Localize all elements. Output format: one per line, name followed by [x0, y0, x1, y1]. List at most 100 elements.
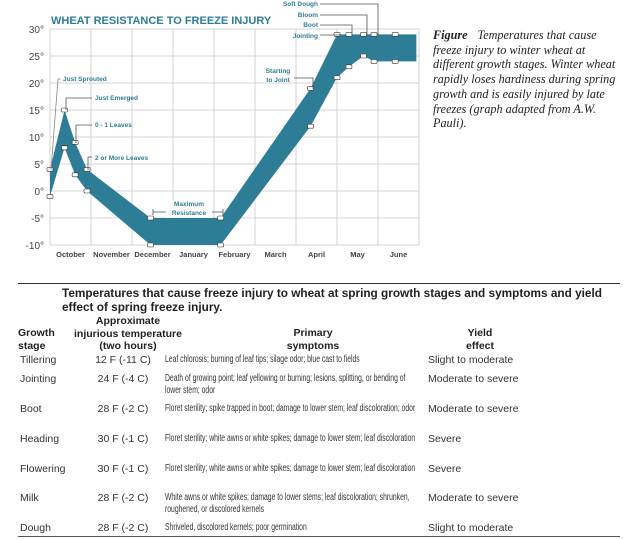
- cell-temp: 28 F (-2 C): [97, 403, 149, 415]
- cell-stage: Tillering: [20, 354, 57, 366]
- cell-stage: Milk: [20, 492, 39, 504]
- upper-data-point: [333, 32, 341, 37]
- y-tick-label: -5°: [31, 214, 44, 225]
- cell-temp: 12 F (-11 C): [95, 354, 151, 366]
- y-tick-label: 0°: [34, 187, 44, 198]
- x-tick-label: April: [308, 250, 325, 259]
- x-tick-label: October: [56, 250, 85, 259]
- header-line: Primary: [293, 327, 333, 339]
- cell-temp: 28 F (-2 C): [97, 492, 149, 504]
- header-line: Yield: [467, 327, 493, 339]
- x-tick-label: May: [350, 250, 365, 259]
- annotation-to-joint: to Joint: [266, 77, 290, 84]
- cell-temp: 30 F (-1 C): [97, 433, 149, 445]
- cell-temp: 30 F (-1 C): [97, 463, 149, 475]
- upper-data-point: [360, 32, 367, 37]
- freeze-injury-table: Temperatures that cause freeze injury to…: [18, 283, 620, 537]
- header-temperature: Approximate injurious temperature (two hou…: [63, 315, 193, 353]
- upper-data-point: [391, 32, 399, 37]
- lower-data-point: [147, 242, 154, 248]
- annotation-bloom: Bloom: [298, 12, 318, 19]
- table-title: Temperatures that cause freeze injury to…: [62, 286, 602, 314]
- freeze-injury-chart: WHEAT RESISTANCE TO FREEZE INJURY 30° 25°…: [26, 1, 420, 259]
- cell-symptoms: Floret sterility; white awns or white sp…: [165, 463, 416, 474]
- upper-data-point: [370, 32, 378, 37]
- cell-yield: Moderate to severe: [428, 373, 519, 385]
- y-tick-label: 15°: [29, 106, 44, 117]
- lower-data-point: [71, 172, 79, 178]
- annotation-jointing: Jointing: [293, 33, 318, 40]
- annotation-maximum: Maximum: [174, 201, 204, 208]
- y-tick-label: 20°: [29, 79, 44, 90]
- upper-data-point: [217, 215, 224, 221]
- cell-stage: Jointing: [20, 373, 57, 385]
- cell-symptoms: Leaf chlorosis; burning of leaf tips; si…: [165, 354, 360, 365]
- upper-data-point: [61, 107, 68, 113]
- figure-caption: Figure Temperatures that cause freeze inj…: [433, 28, 623, 131]
- annotation-soft-dough: Soft Dough: [283, 1, 318, 8]
- cell-symptoms: Floret sterility; spike trapped in boot;…: [165, 403, 416, 414]
- annotation-boot: Boot: [303, 22, 319, 29]
- annotation-2-more-leaves: 2 or More Leaves: [95, 155, 148, 162]
- header-line: symptoms: [286, 339, 340, 352]
- lower-data-point: [391, 59, 399, 64]
- header-line: effect: [465, 339, 494, 352]
- x-tick-label: December: [134, 250, 170, 259]
- caption-text: Temperatures that cause freeze injury to…: [433, 28, 616, 131]
- upper-data-point: [83, 167, 91, 172]
- lower-data-point: [307, 123, 314, 129]
- cell-symptoms: Floret sterility; white awns or white sp…: [165, 433, 416, 444]
- cell-stage: Flowering: [20, 463, 66, 475]
- lower-data-point: [333, 75, 341, 80]
- annotation-starting: Starting: [266, 68, 291, 75]
- lower-data-point: [61, 145, 68, 151]
- upper-data-point: [147, 215, 154, 221]
- x-tick-label: June: [390, 250, 408, 259]
- annotation-just-emerged: Just Emerged: [95, 95, 138, 102]
- header-line: injurious temperature: [74, 327, 182, 340]
- annotation-0-1-leaves: 0 - 1 Leaves: [95, 122, 132, 129]
- caption-label: Figure: [433, 28, 468, 42]
- upper-data-point: [307, 86, 314, 91]
- y-tick-label: 10°: [29, 133, 44, 144]
- chart-title: WHEAT RESISTANCE TO FREEZE INJURY: [51, 15, 272, 27]
- cell-stage: Boot: [20, 403, 42, 415]
- y-tick-label: -10°: [26, 241, 44, 252]
- header-symptoms: Primary symptoms: [248, 327, 378, 352]
- header-line: Approximate: [95, 315, 161, 327]
- x-tick-label: March: [264, 250, 287, 259]
- cell-yield: Moderate to severe: [428, 403, 519, 415]
- cell-symptoms: Shriveled, discolored kernels; poor germ…: [165, 522, 307, 533]
- header-growth-stage: Growth stage: [18, 327, 55, 352]
- x-tick-label: January: [179, 250, 209, 259]
- lower-data-point: [370, 59, 378, 64]
- x-tick-label: February: [218, 250, 251, 259]
- cell-yield: Slight to moderate: [428, 354, 514, 366]
- annotation-just-sprouted: Just Sprouted: [63, 76, 107, 83]
- cell-temp: 24 F (-4 C): [97, 373, 149, 385]
- freeze-band-area: [50, 34, 417, 246]
- cell-stage: Heading: [20, 433, 60, 445]
- annotation-resistance: Resistance: [172, 210, 207, 217]
- upper-data-point: [71, 140, 79, 145]
- cell-yield: Severe: [428, 433, 462, 445]
- cell-yield: Moderate to severe: [428, 492, 519, 504]
- lower-data-point: [360, 53, 367, 59]
- header-line: stage: [18, 339, 46, 352]
- cell-temp: 28 F (-2 C): [97, 522, 149, 534]
- x-tick-label: November: [93, 250, 130, 259]
- cell-symptoms: Death of growing point; leaf yellowing o…: [165, 373, 406, 396]
- y-tick-label: 30°: [29, 25, 44, 36]
- upper-data-point: [345, 32, 353, 37]
- lower-data-point: [217, 242, 224, 248]
- header-line: (two hours): [99, 340, 157, 352]
- lower-data-point: [345, 64, 353, 70]
- cell-yield: Severe: [428, 463, 462, 475]
- cell-stage: Dough: [20, 522, 51, 534]
- cell-symptoms: White awns or white spikes; damage to lo…: [165, 492, 410, 515]
- y-tick-label: 5°: [34, 160, 44, 171]
- upper-data-point: [46, 167, 54, 172]
- lower-data-point: [83, 188, 91, 194]
- cell-yield: Slight to moderate: [428, 522, 514, 534]
- header-line: Growth: [18, 327, 55, 339]
